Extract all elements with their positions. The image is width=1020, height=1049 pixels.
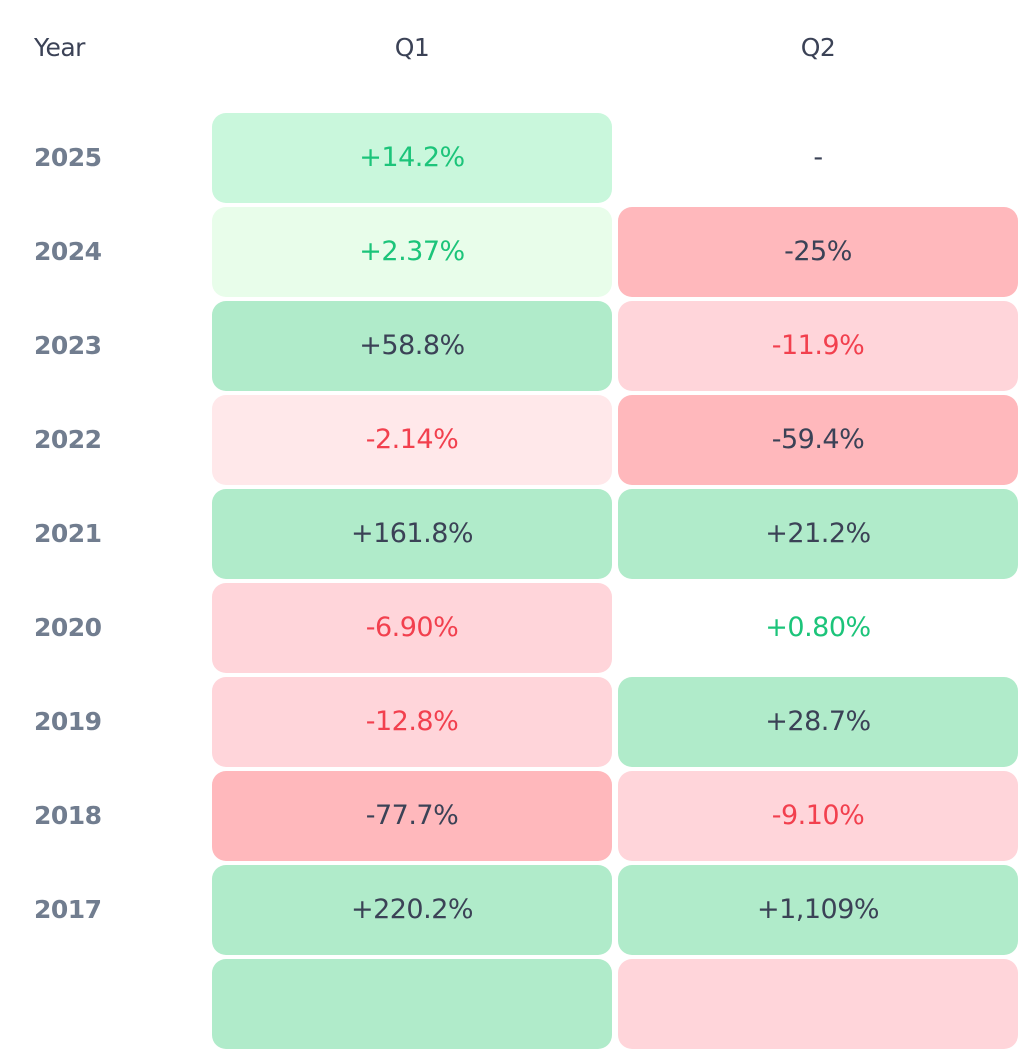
heatmap-cell-q1[interactable]: -12.8% bbox=[212, 677, 612, 767]
heatmap-cell-q2[interactable]: - bbox=[618, 113, 1018, 203]
heatmap-cell-q1[interactable]: -2.14% bbox=[212, 395, 612, 485]
heatmap-cell-q1[interactable]: +2.37% bbox=[212, 207, 612, 297]
heatmap-cell-q2[interactable]: -11.9% bbox=[618, 301, 1018, 391]
heatmap-cell-q1[interactable]: +161.8% bbox=[212, 489, 612, 579]
heatmap-cell-q1[interactable] bbox=[212, 959, 612, 1049]
year-label: 2023 bbox=[34, 331, 102, 360]
year-label: 2019 bbox=[34, 707, 102, 736]
heatmap-cell-q2[interactable]: -59.4% bbox=[618, 395, 1018, 485]
heatmap-cell-q1[interactable]: -77.7% bbox=[212, 771, 612, 861]
year-label: 2024 bbox=[34, 237, 102, 266]
year-label: 2021 bbox=[34, 519, 102, 548]
heatmap-cell-q2[interactable]: -25% bbox=[618, 207, 1018, 297]
heatmap-cell-q2[interactable]: +28.7% bbox=[618, 677, 1018, 767]
heatmap-cell-q1[interactable]: -6.90% bbox=[212, 583, 612, 673]
heatmap-cell-q1[interactable]: +220.2% bbox=[212, 865, 612, 955]
year-label: 2018 bbox=[34, 801, 102, 830]
heatmap-cell-q2[interactable]: +21.2% bbox=[618, 489, 1018, 579]
heatmap-cell-q2[interactable]: +0.80% bbox=[618, 583, 1018, 673]
year-label: 2025 bbox=[34, 143, 102, 172]
heatmap-cell-q1[interactable]: +14.2% bbox=[212, 113, 612, 203]
heatmap-cell-q2[interactable]: +1,109% bbox=[618, 865, 1018, 955]
year-label: 2022 bbox=[34, 425, 102, 454]
heatmap-cell-q2[interactable]: -9.10% bbox=[618, 771, 1018, 861]
header-q2[interactable]: Q2 bbox=[800, 33, 836, 62]
header-year: Year bbox=[34, 33, 85, 62]
header-q1[interactable]: Q1 bbox=[394, 33, 430, 62]
year-label: 2017 bbox=[34, 895, 102, 924]
heatmap-cell-q2[interactable] bbox=[618, 959, 1018, 1049]
heatmap-cell-q1[interactable]: +58.8% bbox=[212, 301, 612, 391]
year-label: 2020 bbox=[34, 613, 102, 642]
